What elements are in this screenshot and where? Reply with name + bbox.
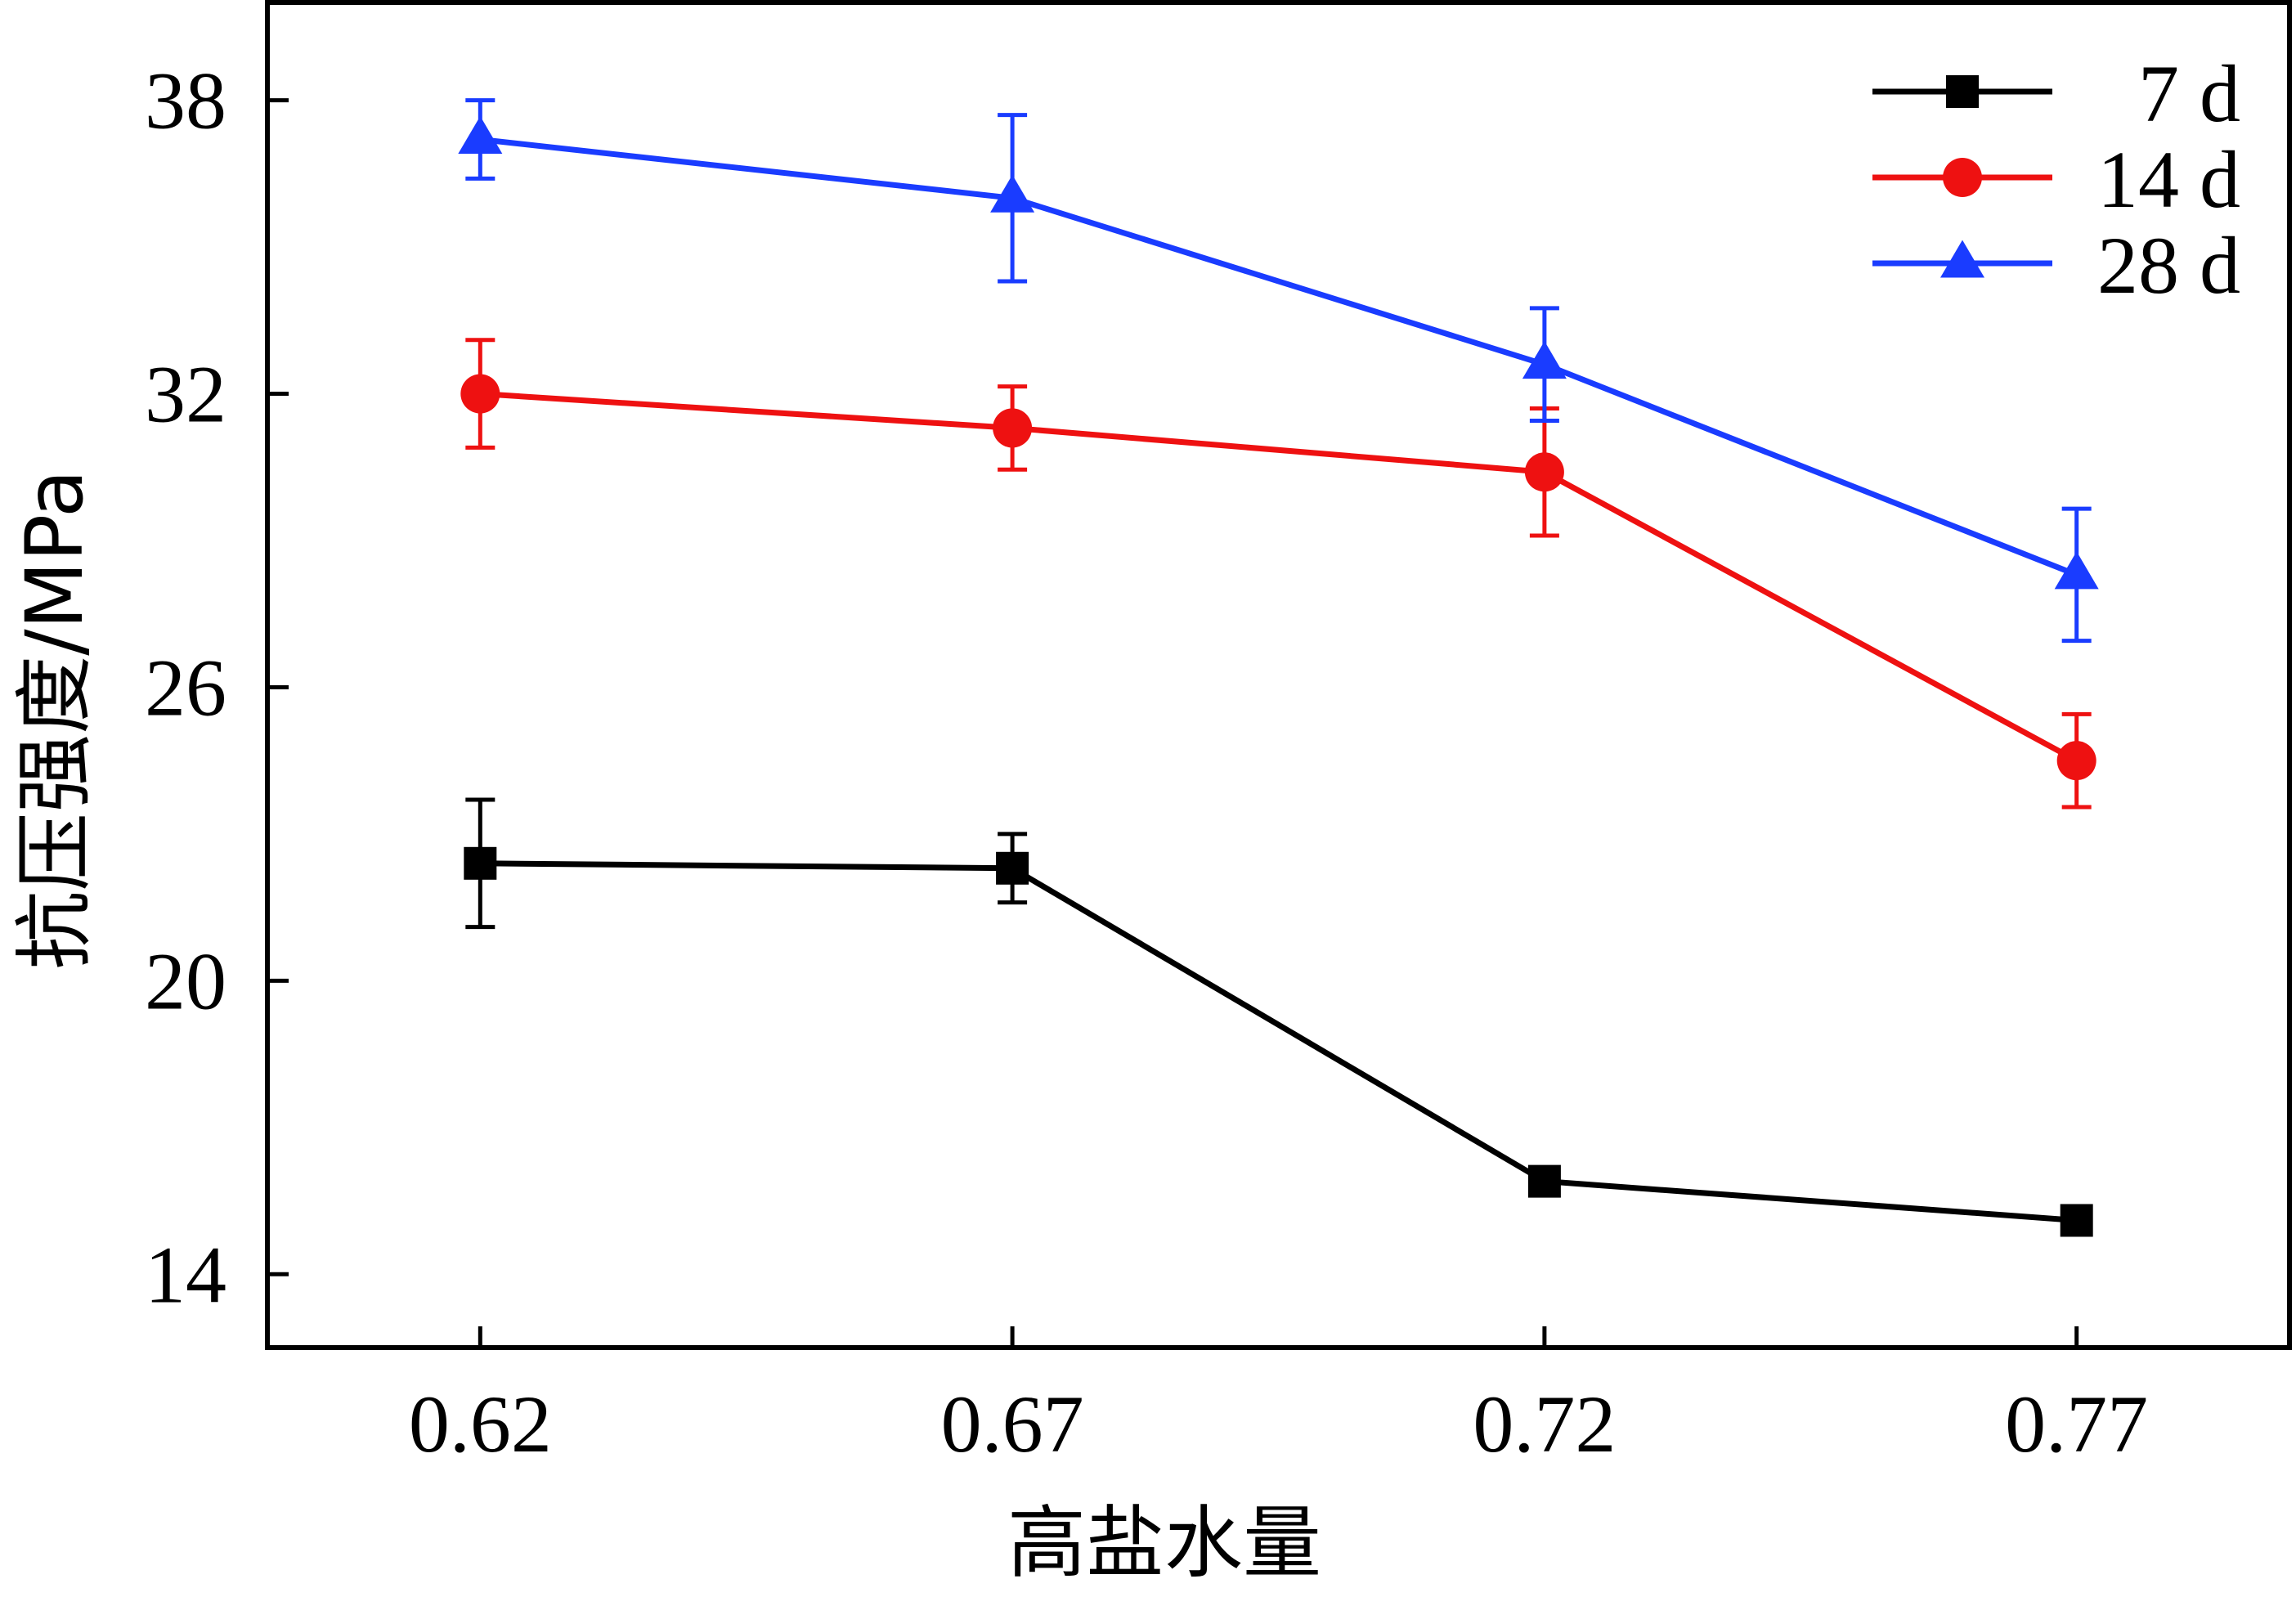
y-tick-label: 26: [145, 642, 226, 733]
data-point: [996, 851, 1029, 885]
series-line: [480, 391, 2079, 764]
series-layer: [458, 98, 2099, 1237]
data-point: [1522, 341, 1567, 379]
series-line: [480, 860, 2077, 1223]
legend-label: 28 d: [2097, 220, 2240, 311]
legend-item: 28 d: [1872, 220, 2240, 311]
data-point: [460, 374, 500, 414]
legend-marker: [1943, 158, 1982, 197]
data-point: [990, 174, 1035, 213]
legend-marker: [1946, 75, 1979, 108]
legend-item: 14 d: [1872, 134, 2240, 225]
data-point: [2054, 551, 2099, 590]
x-axis: 0.62 0.67 0.72 0.77: [409, 1326, 2148, 1469]
plot-frame: [265, 0, 2292, 1350]
x-tick-label: 0.62: [409, 1379, 552, 1469]
x-axis-title: 高盐水量: [1007, 1497, 1321, 1589]
data-point: [1527, 1164, 1561, 1198]
data-point: [464, 846, 497, 880]
y-tick-label: 14: [145, 1229, 226, 1320]
series-7d: [464, 797, 2093, 1237]
x-tick-label: 0.72: [1473, 1379, 1616, 1469]
y-tick-label: 32: [145, 349, 226, 440]
series-14d: [460, 338, 2096, 810]
series-line: [479, 137, 2078, 578]
x-tick-label: 0.67: [941, 1379, 1084, 1469]
legend-label: 14 d: [2097, 134, 2240, 225]
data-point: [2060, 1204, 2093, 1237]
legend-marker: [1940, 240, 1984, 278]
y-tick-label: 20: [145, 935, 226, 1026]
series-28d: [458, 98, 2099, 644]
data-point: [993, 408, 1033, 448]
data-point: [2056, 741, 2096, 781]
legend-label: 7 d: [2138, 48, 2240, 139]
legend: 7 d14 d28 d: [1872, 48, 2240, 311]
y-tick-label: 38: [145, 56, 226, 146]
y-axis: 14 20 26 32 38: [145, 56, 289, 1320]
legend-item: 7 d: [1872, 48, 2240, 139]
data-point: [458, 115, 503, 154]
data-point: [1524, 452, 1564, 492]
y-axis-title: 抗压强度/MPa: [9, 469, 101, 970]
x-tick-label: 0.77: [2005, 1379, 2148, 1469]
